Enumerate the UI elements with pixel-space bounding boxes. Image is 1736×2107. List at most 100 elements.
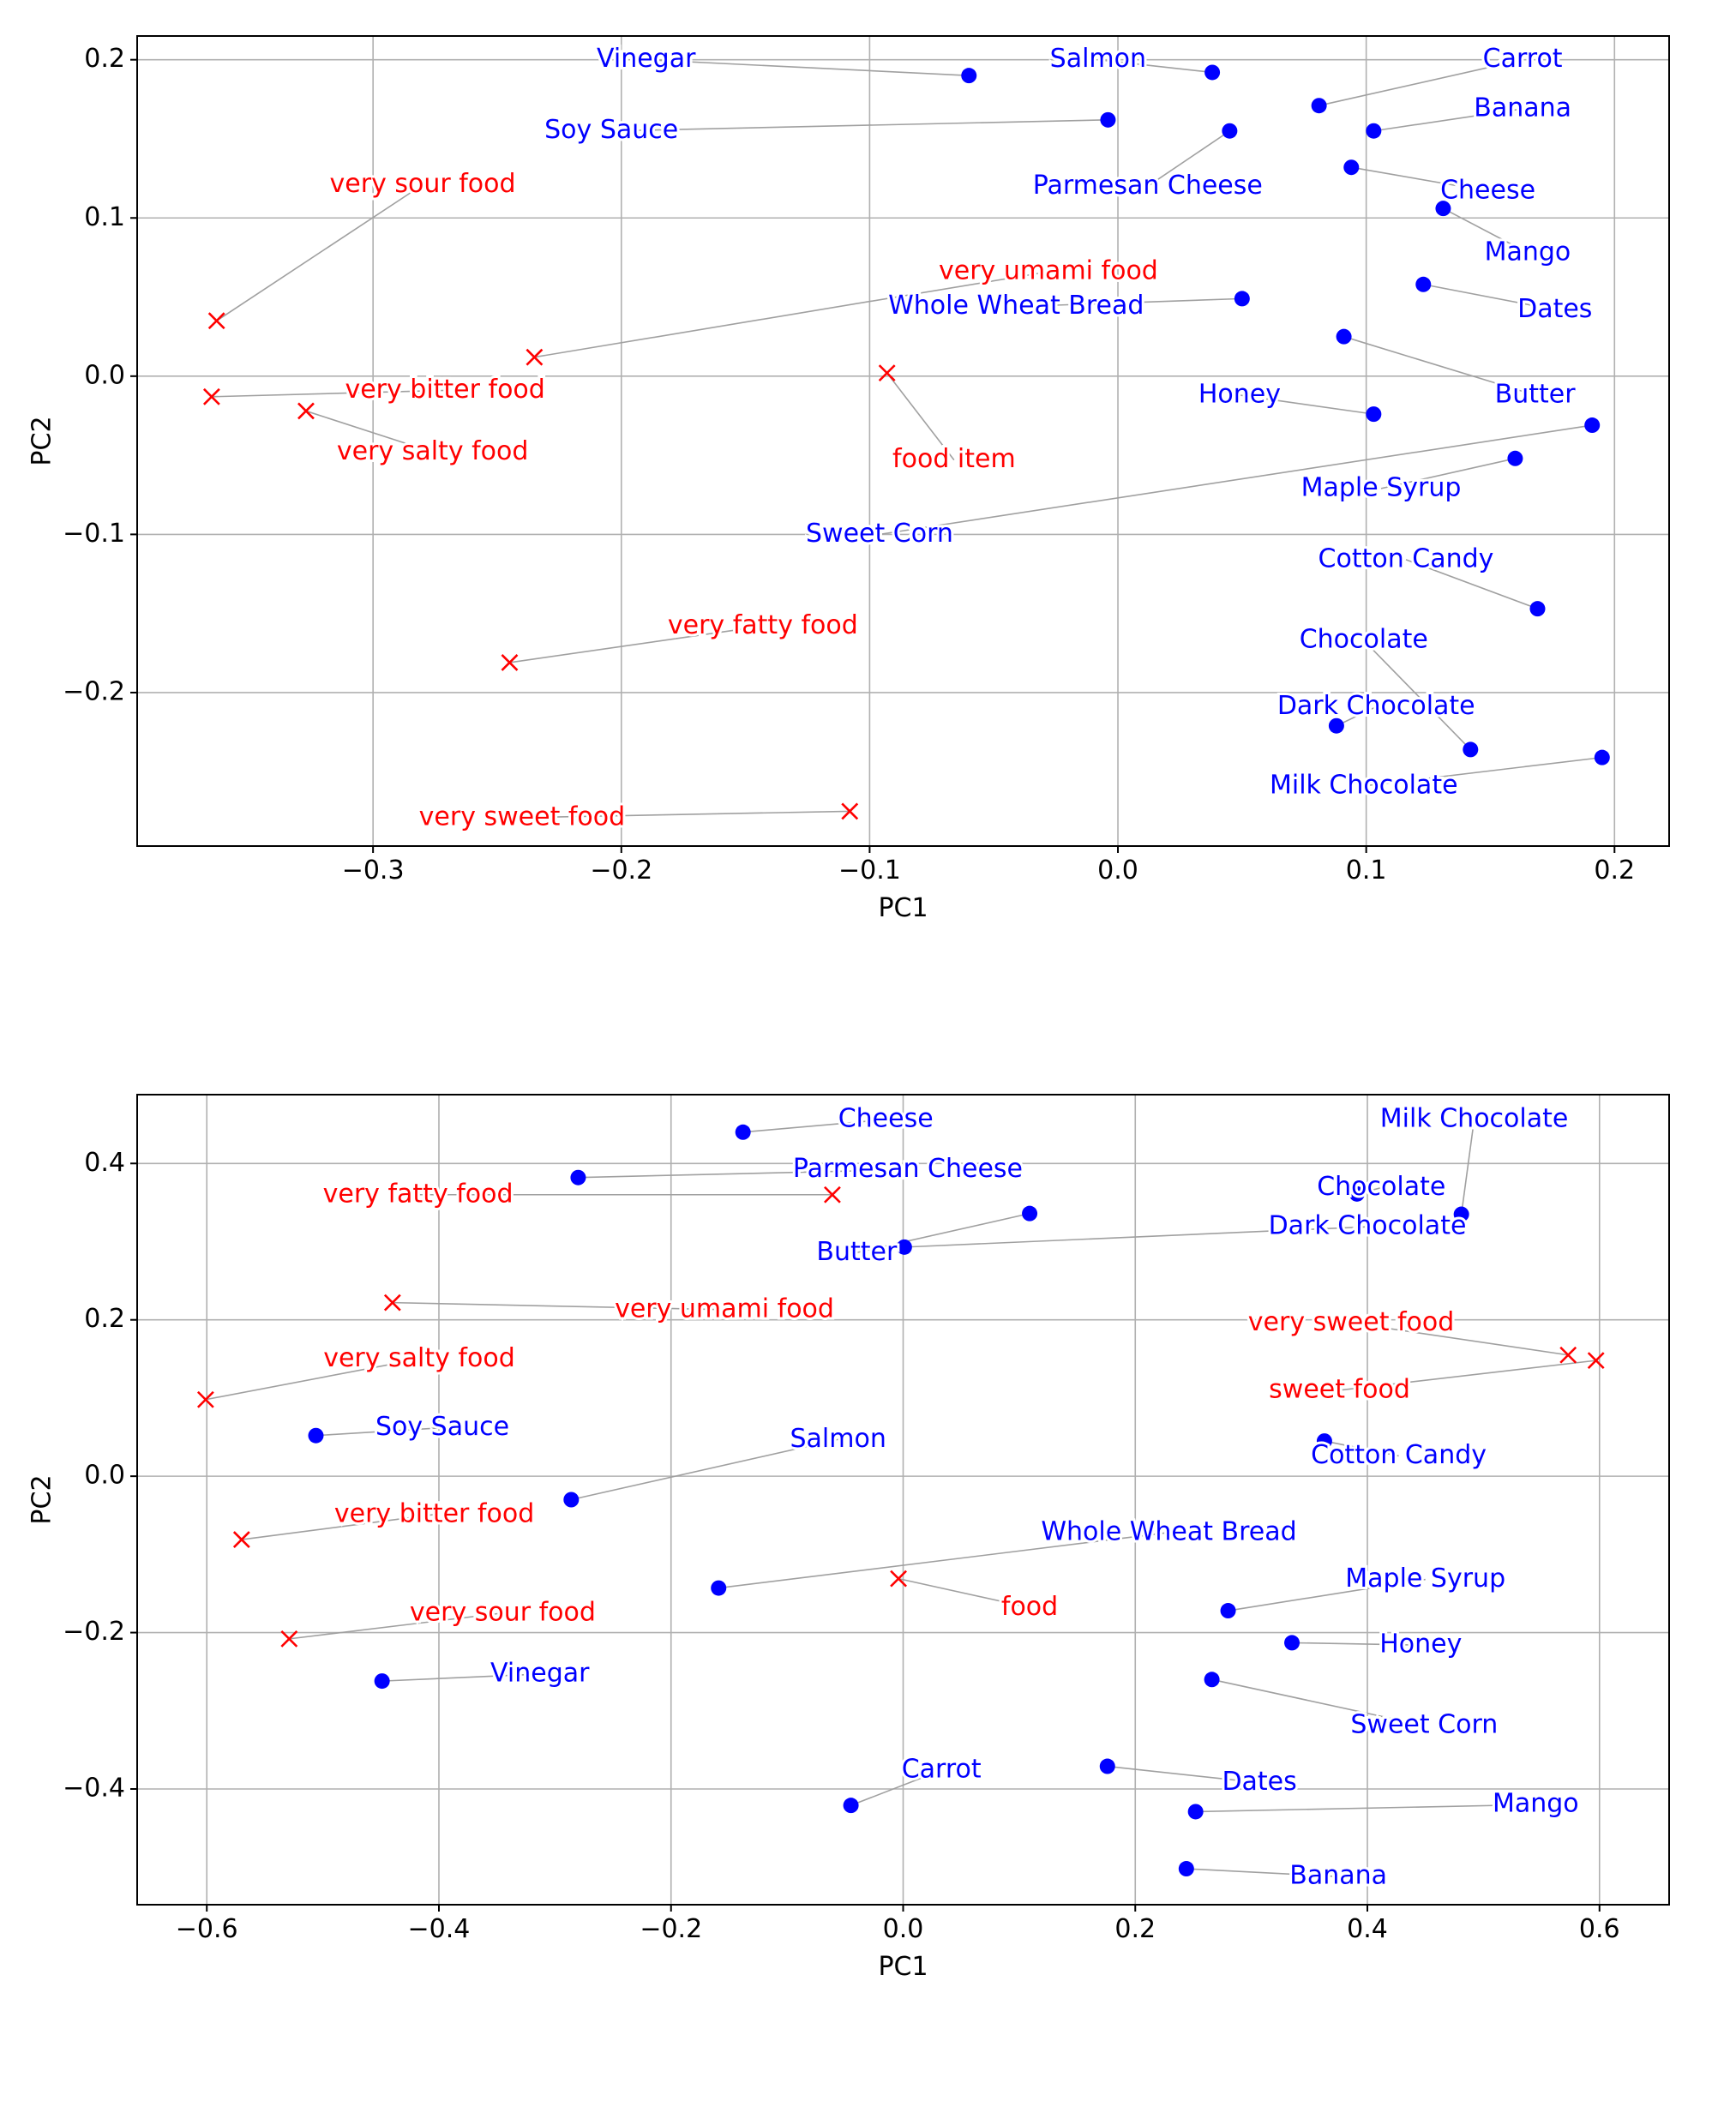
plot-frame — [136, 35, 1670, 847]
x-tick-label: −0.6 — [176, 1914, 238, 1944]
point-maple-syrup — [1507, 450, 1523, 466]
point-mango — [1187, 1804, 1204, 1820]
leader-line-food-item — [886, 372, 955, 461]
x-tick-label: 0.2 — [1114, 1914, 1156, 1944]
point-butter — [1022, 1205, 1038, 1222]
leader-line-food — [898, 1577, 1030, 1609]
leader-line-very-fatty-food — [509, 625, 763, 663]
point-soy-sauce — [308, 1427, 324, 1444]
y-tick-label: −0.1 — [63, 519, 125, 549]
point-label-sweet-food: sweet food — [1269, 1374, 1410, 1404]
point-very-sweet-food — [1559, 1346, 1577, 1364]
point-food — [890, 1570, 908, 1588]
point-banana — [1366, 123, 1382, 139]
leader-line-honey — [1292, 1642, 1421, 1646]
x-tick-label: 0.2 — [1594, 855, 1635, 885]
point-cheese — [1343, 159, 1360, 176]
point-label-very-umami-food: very umami food — [615, 1294, 834, 1324]
point-dates — [1099, 1758, 1115, 1774]
point-very-umami-food — [526, 348, 544, 366]
point-label-very-fatty-food: very fatty food — [323, 1179, 514, 1209]
point-very-sweet-food — [841, 802, 859, 820]
leader-line-very-sweet-food — [521, 810, 850, 819]
point-chocolate — [1463, 741, 1479, 758]
point-label-soy-sauce: Soy Sauce — [544, 115, 678, 145]
x-axis-label: PC1 — [878, 1952, 928, 1982]
point-label-salmon: Salmon — [1050, 44, 1146, 74]
leader-line-salmon — [1097, 58, 1213, 74]
y-tick-label: 0.4 — [84, 1148, 125, 1178]
leader-line-mango — [1195, 1804, 1536, 1813]
leader-line-very-sour-food — [289, 1612, 503, 1640]
leader-line-soy-sauce — [315, 1426, 443, 1437]
x-tick-label: 0.0 — [883, 1914, 924, 1944]
point-very-sour-food — [280, 1630, 298, 1648]
point-label-very-fatty-food: very fatty food — [668, 610, 858, 640]
leader-line-vinegar — [646, 58, 970, 76]
x-tick-label: −0.2 — [590, 855, 652, 885]
point-label-chocolate: Chocolate — [1300, 625, 1428, 655]
point-very-salty-food — [297, 402, 315, 420]
point-label-parmesan-cheese: Parmesan Cheese — [1033, 171, 1263, 201]
point-label-butter: Butter — [816, 1237, 898, 1267]
x-tick-label: 0.6 — [1579, 1914, 1620, 1944]
point-label-honey: Honey — [1198, 379, 1281, 409]
point-label-very-sweet-food: very sweet food — [1248, 1307, 1455, 1337]
x-tick-label: 0.0 — [1097, 855, 1138, 885]
point-label-carrot: Carrot — [1483, 44, 1563, 74]
leader-line-dark-chocolate — [904, 1226, 1368, 1248]
leader-line-milk-chocolate — [1363, 756, 1602, 787]
leader-line-mango — [1443, 207, 1529, 254]
point-label-very-bitter-food: very bitter food — [334, 1498, 534, 1528]
point-food-item — [878, 364, 896, 382]
point-label-cotton-candy: Cotton Candy — [1319, 543, 1494, 573]
point-very-fatty-food — [823, 1186, 841, 1204]
point-carrot — [1311, 98, 1327, 114]
leader-line-honey — [1239, 394, 1374, 415]
leader-line-vinegar — [381, 1673, 540, 1682]
point-label-whole-wheat-bread: Whole Wheat Bread — [1041, 1516, 1296, 1546]
y-tick-label: −0.2 — [63, 676, 125, 706]
point-label-dates: Dates — [1222, 1767, 1296, 1797]
point-label-very-sour-food: very sour food — [330, 169, 516, 199]
point-sweet-corn — [1584, 417, 1601, 434]
point-label-banana: Banana — [1289, 1861, 1387, 1891]
y-tick-label: −0.4 — [63, 1774, 125, 1804]
leader-line-maple-syrup — [1380, 458, 1516, 489]
point-very-sour-food — [207, 312, 225, 330]
point-label-butter: Butter — [1495, 379, 1577, 409]
point-label-salmon: Salmon — [790, 1424, 886, 1454]
point-milk-chocolate — [1594, 749, 1610, 765]
leader-line-sweet-corn — [1211, 1678, 1425, 1726]
y-tick-label: 0.2 — [84, 1304, 125, 1334]
leader-line-parmesan-cheese — [578, 1168, 908, 1179]
point-carrot — [843, 1798, 859, 1814]
point-vinegar — [374, 1673, 390, 1690]
leader-line-banana — [1373, 108, 1523, 132]
scatter-panel-bottom: Cheese Parmesan Cheese Milk Chocolate Choco… — [27, 1094, 1670, 1982]
leader-line-cotton-candy — [1405, 559, 1538, 609]
x-tick-label: 0.1 — [1346, 855, 1387, 885]
point-label-cotton-candy: Cotton Candy — [1311, 1440, 1487, 1470]
x-tick-label: −0.2 — [640, 1914, 702, 1944]
point-very-umami-food — [383, 1294, 401, 1312]
point-maple-syrup — [1220, 1603, 1236, 1619]
point-label-sweet-corn: Sweet Corn — [1350, 1710, 1498, 1740]
leader-line-cotton-candy — [1324, 1440, 1399, 1457]
leader-line-parmesan-cheese — [1147, 130, 1230, 188]
point-parmesan-cheese — [1222, 123, 1238, 139]
y-axis-label: PC2 — [27, 1474, 57, 1524]
leader-line-very-umami-food — [392, 1301, 725, 1311]
point-very-bitter-food — [232, 1531, 250, 1548]
leader-line-very-sour-food — [216, 183, 423, 321]
scatter-panel-top: Vinegar Salmon Carrot Banana Soy Sauce Parmes… — [27, 35, 1670, 923]
y-tick-label: 0.2 — [84, 44, 125, 74]
point-label-cheese: Cheese — [838, 1104, 934, 1134]
point-label-chocolate: Chocolate — [1317, 1172, 1445, 1202]
point-label-very-umami-food: very umami food — [939, 256, 1158, 286]
point-label-vinegar: Vinegar — [597, 44, 696, 74]
point-label-very-bitter-food: very bitter food — [345, 375, 544, 405]
point-label-food-item: food item — [892, 444, 1016, 474]
point-label-food: food — [1001, 1592, 1058, 1622]
